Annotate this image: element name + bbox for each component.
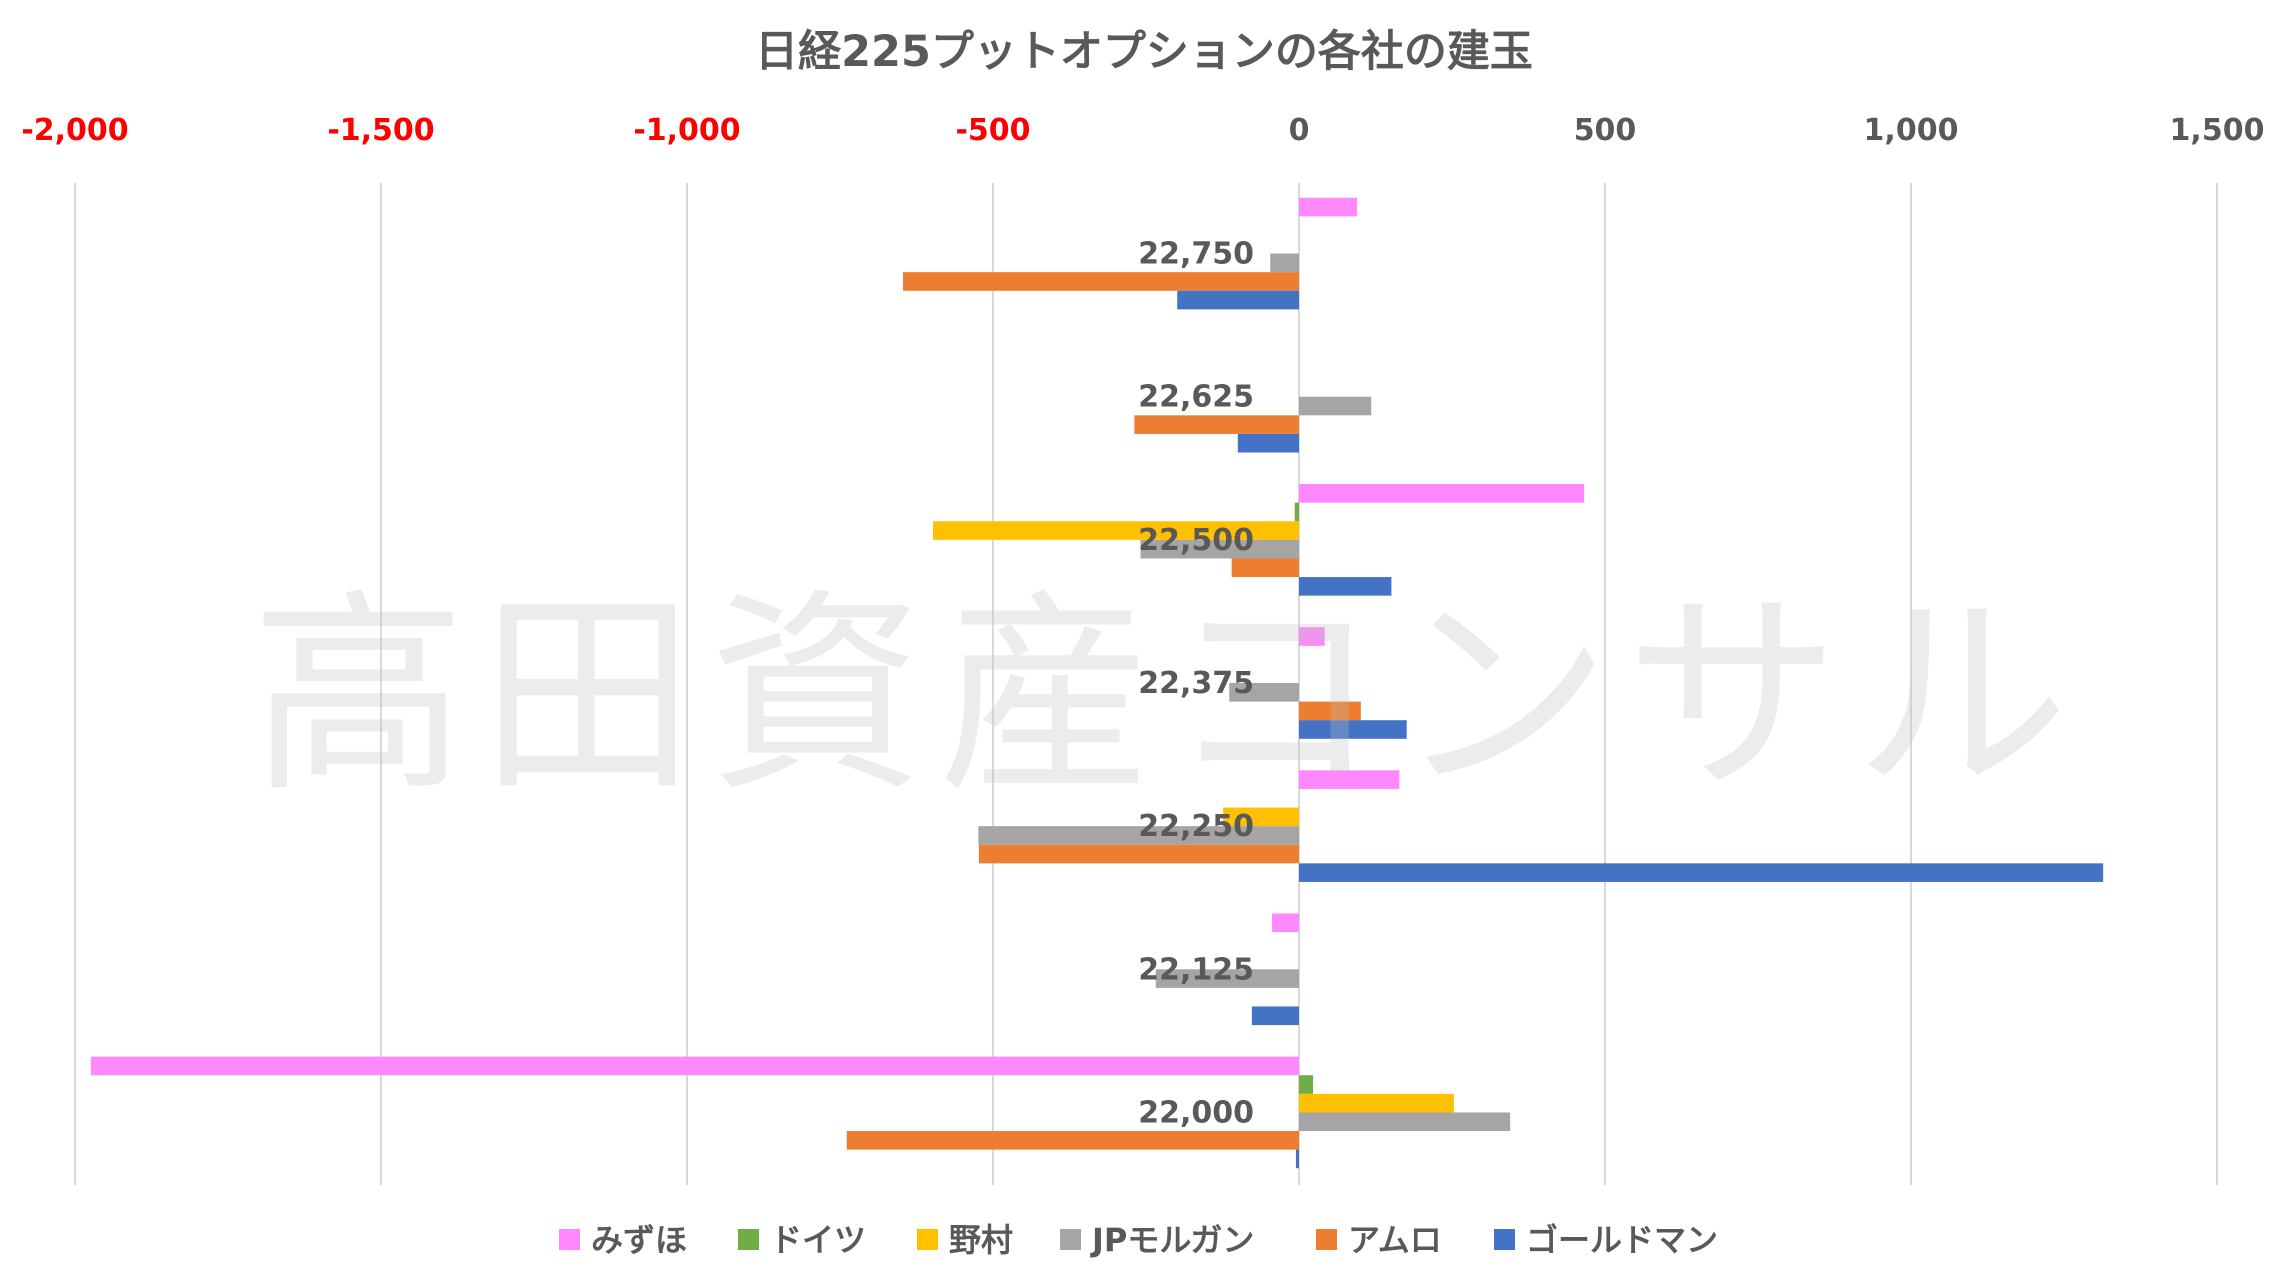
x-tick-label: -2,000 xyxy=(21,113,128,148)
bar-22000-1 xyxy=(1299,1075,1314,1094)
legend-label: ドイツ xyxy=(770,1221,866,1259)
bar-22125-3 xyxy=(1155,969,1299,988)
bar-22500-3 xyxy=(1140,539,1299,559)
category-label: 22,250 xyxy=(1138,809,1254,844)
bar-22500-5 xyxy=(1299,577,1392,596)
bar-22375-3 xyxy=(1229,683,1299,702)
legend-item: ゴールドマン xyxy=(1494,1221,1718,1259)
legend-label: みずほ xyxy=(591,1221,687,1259)
bar-22625-3 xyxy=(1299,396,1372,416)
legend-item: アムロ xyxy=(1316,1221,1442,1259)
bar-22125-0 xyxy=(1272,913,1299,933)
bar-22375-0 xyxy=(1299,627,1325,646)
bar-22500-2 xyxy=(933,521,1299,540)
legend-swatch xyxy=(559,1229,580,1250)
legend-label: JPモルガン xyxy=(1090,1221,1254,1259)
bar-22000-4 xyxy=(846,1131,1299,1150)
legend-label: アムロ xyxy=(1348,1221,1442,1259)
bar-22625-5 xyxy=(1237,433,1299,453)
bar-22500-4 xyxy=(1231,558,1299,578)
bar-22250-0 xyxy=(1299,770,1400,789)
legend-item: JPモルガン xyxy=(1060,1221,1254,1259)
bar-22250-5 xyxy=(1299,863,2104,882)
bar-22375-4 xyxy=(1299,701,1361,721)
watermark: 高田資産コンサル xyxy=(251,570,2083,821)
bar-22000-3 xyxy=(1299,1112,1511,1132)
x-tick-label: -1,000 xyxy=(633,113,740,148)
legend-swatch xyxy=(917,1229,938,1250)
bar-22250-3 xyxy=(978,826,1299,845)
bars xyxy=(90,197,2104,1169)
x-tick-label: -500 xyxy=(955,113,1030,148)
legend-swatch xyxy=(1316,1229,1337,1250)
legend-item: 野村 xyxy=(917,1221,1013,1259)
bar-22375-5 xyxy=(1299,720,1407,739)
legend-swatch xyxy=(738,1229,759,1250)
category-label: 22,750 xyxy=(1138,237,1254,272)
bar-22125-5 xyxy=(1251,1006,1299,1026)
x-tick-label: -1,500 xyxy=(327,113,434,148)
category-label: 22,375 xyxy=(1138,666,1254,701)
category-label: 22,125 xyxy=(1138,952,1254,987)
bar-22500-0 xyxy=(1299,484,1585,503)
legend-swatch xyxy=(1494,1229,1515,1250)
x-axis-tick-labels: -2,000 -1,500 -1,000 -500 0 500 1,000 1,500 xyxy=(21,113,2264,148)
legend-label: 野村 xyxy=(949,1221,1013,1259)
x-tick-label: 1,000 xyxy=(1864,113,1959,148)
category-labels: 22,750 22,625 22,500 22,375 22,250 22,125 22,0… xyxy=(1138,237,1254,1131)
bar-22250-4 xyxy=(978,844,1299,864)
bar-22750-4 xyxy=(903,272,1299,291)
x-tick-label: 1,500 xyxy=(2170,113,2265,148)
category-label: 22,625 xyxy=(1138,380,1254,415)
bar-22750-5 xyxy=(1177,290,1299,310)
bar-22750-0 xyxy=(1299,197,1358,217)
category-label: 22,500 xyxy=(1138,523,1254,558)
legend-item: ドイツ xyxy=(738,1221,866,1259)
bar-22750-3 xyxy=(1270,253,1299,273)
bar-22500-1 xyxy=(1294,502,1299,522)
bar-22000-5 xyxy=(1295,1149,1299,1169)
legend-swatch xyxy=(1060,1229,1081,1250)
bar-22250-2 xyxy=(1223,807,1299,827)
x-tick-label: 500 xyxy=(1574,113,1637,148)
legend: みずほ ドイツ 野村 JPモルガン アムロ ゴールドマン xyxy=(559,1221,1718,1259)
x-tick-label: 0 xyxy=(1289,113,1310,148)
bar-22625-4 xyxy=(1134,415,1299,434)
chart-title: 日経225プットオプションの各社の建玉 xyxy=(755,27,1533,77)
legend-label: ゴールドマン xyxy=(1526,1221,1718,1259)
bar-22000-2 xyxy=(1299,1093,1454,1113)
bar-22000-0 xyxy=(90,1056,1300,1076)
legend-item: みずほ xyxy=(559,1221,687,1259)
category-label: 22,000 xyxy=(1138,1095,1254,1130)
